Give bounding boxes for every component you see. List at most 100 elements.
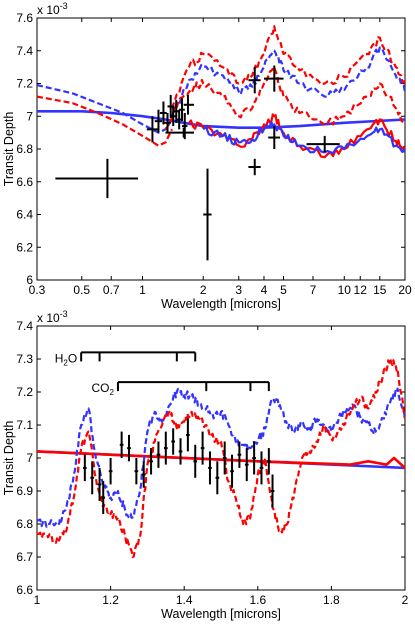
series-line-dashed-red	[37, 95, 173, 147]
data-point	[252, 441, 256, 475]
series-line-dashed-red	[37, 357, 405, 559]
data-point	[149, 448, 153, 475]
series-line-dashed-red	[170, 25, 405, 109]
band-label: CO2	[92, 381, 115, 397]
y-tick-label: 7	[26, 109, 33, 123]
x-axis-label: Wavelength [microns]	[161, 297, 281, 311]
data-point	[171, 428, 175, 455]
y-tick-label: 6.9	[16, 484, 33, 498]
band-label-sub: 2	[110, 388, 115, 397]
data-point	[134, 458, 139, 485]
data-point	[193, 444, 198, 478]
y-tick-label: 7.6	[16, 11, 33, 25]
data-point	[108, 458, 113, 485]
panel-1: 0.3 0.5 0.7 1 2 3 4 5 7 10 12 15 2066.26.46.66.877.2…	[2, 1, 412, 311]
data-point	[90, 461, 95, 495]
x-tick-label: 4	[261, 283, 268, 297]
x-tick-label: 3	[235, 283, 242, 297]
data-point	[170, 106, 177, 127]
data-point	[222, 441, 227, 475]
y-tick-label: 7	[26, 451, 33, 465]
points-group	[55, 65, 340, 261]
data-point	[164, 112, 171, 133]
series-line-dashed-blue	[170, 46, 405, 117]
data-point	[215, 461, 220, 495]
data-point	[208, 451, 212, 485]
data-point	[237, 441, 242, 468]
data-point	[119, 431, 124, 458]
y-tick-label: 7.4	[16, 319, 33, 333]
x-tick-label: 2	[402, 593, 409, 607]
y-tick-label: 6.2	[16, 240, 33, 254]
data-point	[156, 441, 161, 468]
series-group	[37, 357, 405, 559]
x-tick-label: 10	[338, 283, 352, 297]
data-point	[267, 448, 271, 475]
data-point	[179, 98, 185, 122]
series-line-dashed-red	[164, 66, 405, 130]
tick-group: 0.3 0.5 0.7 1 2 3 4 5 7 10 12 15 2066.26.46.66.877.2…	[16, 11, 412, 297]
y-tick-label: 6.8	[16, 142, 33, 156]
points-group	[83, 418, 275, 515]
x-tick-label: 2	[200, 283, 207, 297]
x-tick-label: 1.2	[102, 593, 119, 607]
data-point	[101, 481, 106, 515]
panel-2: 1 1.2 1.4 1.6 1.8 26.66.76.86.977.17.27.37.4x…	[2, 309, 409, 621]
data-point	[230, 454, 234, 488]
y-axis-label: Transit Depth	[2, 421, 16, 496]
x-tick-label: 1	[139, 283, 146, 297]
data-point	[55, 158, 139, 199]
series-line-dashed-blue	[37, 84, 173, 134]
y-tick-label: 7.3	[16, 352, 33, 366]
y-tick-label: 7.2	[16, 77, 33, 91]
series-line-dashed-blue	[37, 387, 405, 528]
data-point	[270, 474, 275, 508]
data-point	[178, 438, 183, 465]
x-tick-label: 7	[310, 283, 317, 297]
y-tick-label: 7.1	[16, 418, 33, 432]
data-point	[306, 135, 340, 153]
data-point	[244, 448, 249, 482]
annotation-group: H2O CO2	[55, 351, 270, 397]
data-point	[165, 127, 195, 138]
x-tick-label: 15	[373, 283, 387, 297]
y-tick-label: 7.2	[16, 385, 33, 399]
y-exponent-value: -3	[60, 309, 68, 319]
data-point	[268, 126, 280, 149]
data-point	[159, 101, 167, 125]
data-point	[186, 418, 190, 452]
band-label: H2O	[55, 351, 77, 367]
data-point	[259, 451, 264, 485]
x-tick-label: 0.3	[29, 283, 46, 297]
y-tick-label: 6.7	[16, 550, 33, 564]
x-tick-label: 1	[34, 593, 41, 607]
x-tick-label: 1.8	[323, 593, 340, 607]
y-tick-label: 6.6	[16, 583, 33, 597]
data-point	[154, 109, 163, 133]
data-point	[200, 431, 205, 465]
data-point	[83, 454, 87, 482]
y-axis-label: Transit Depth	[2, 112, 16, 187]
data-point	[248, 158, 261, 176]
x-axis-label: Wavelength [microns]	[161, 607, 281, 621]
data-point	[248, 67, 261, 94]
x-tick-label: 12	[354, 283, 368, 297]
data-point	[163, 431, 168, 465]
x-tick-label: 20	[398, 283, 412, 297]
data-point	[141, 461, 146, 488]
data-point	[203, 168, 212, 261]
x-tick-label: 1.4	[176, 593, 193, 607]
data-point	[127, 434, 131, 462]
y-tick-label: 6	[26, 273, 33, 287]
x-tick-label: 0.5	[73, 283, 90, 297]
x-tick-label: 0.7	[103, 283, 120, 297]
x-tick-label: 1.6	[249, 593, 266, 607]
y-tick-label: 6.4	[16, 208, 33, 222]
data-point	[183, 94, 195, 115]
y-tick-label: 6.8	[16, 517, 33, 531]
data-point	[97, 467, 102, 501]
data-point	[263, 65, 284, 92]
series-group	[37, 25, 405, 159]
y-tick-label: 7.4	[16, 44, 33, 58]
